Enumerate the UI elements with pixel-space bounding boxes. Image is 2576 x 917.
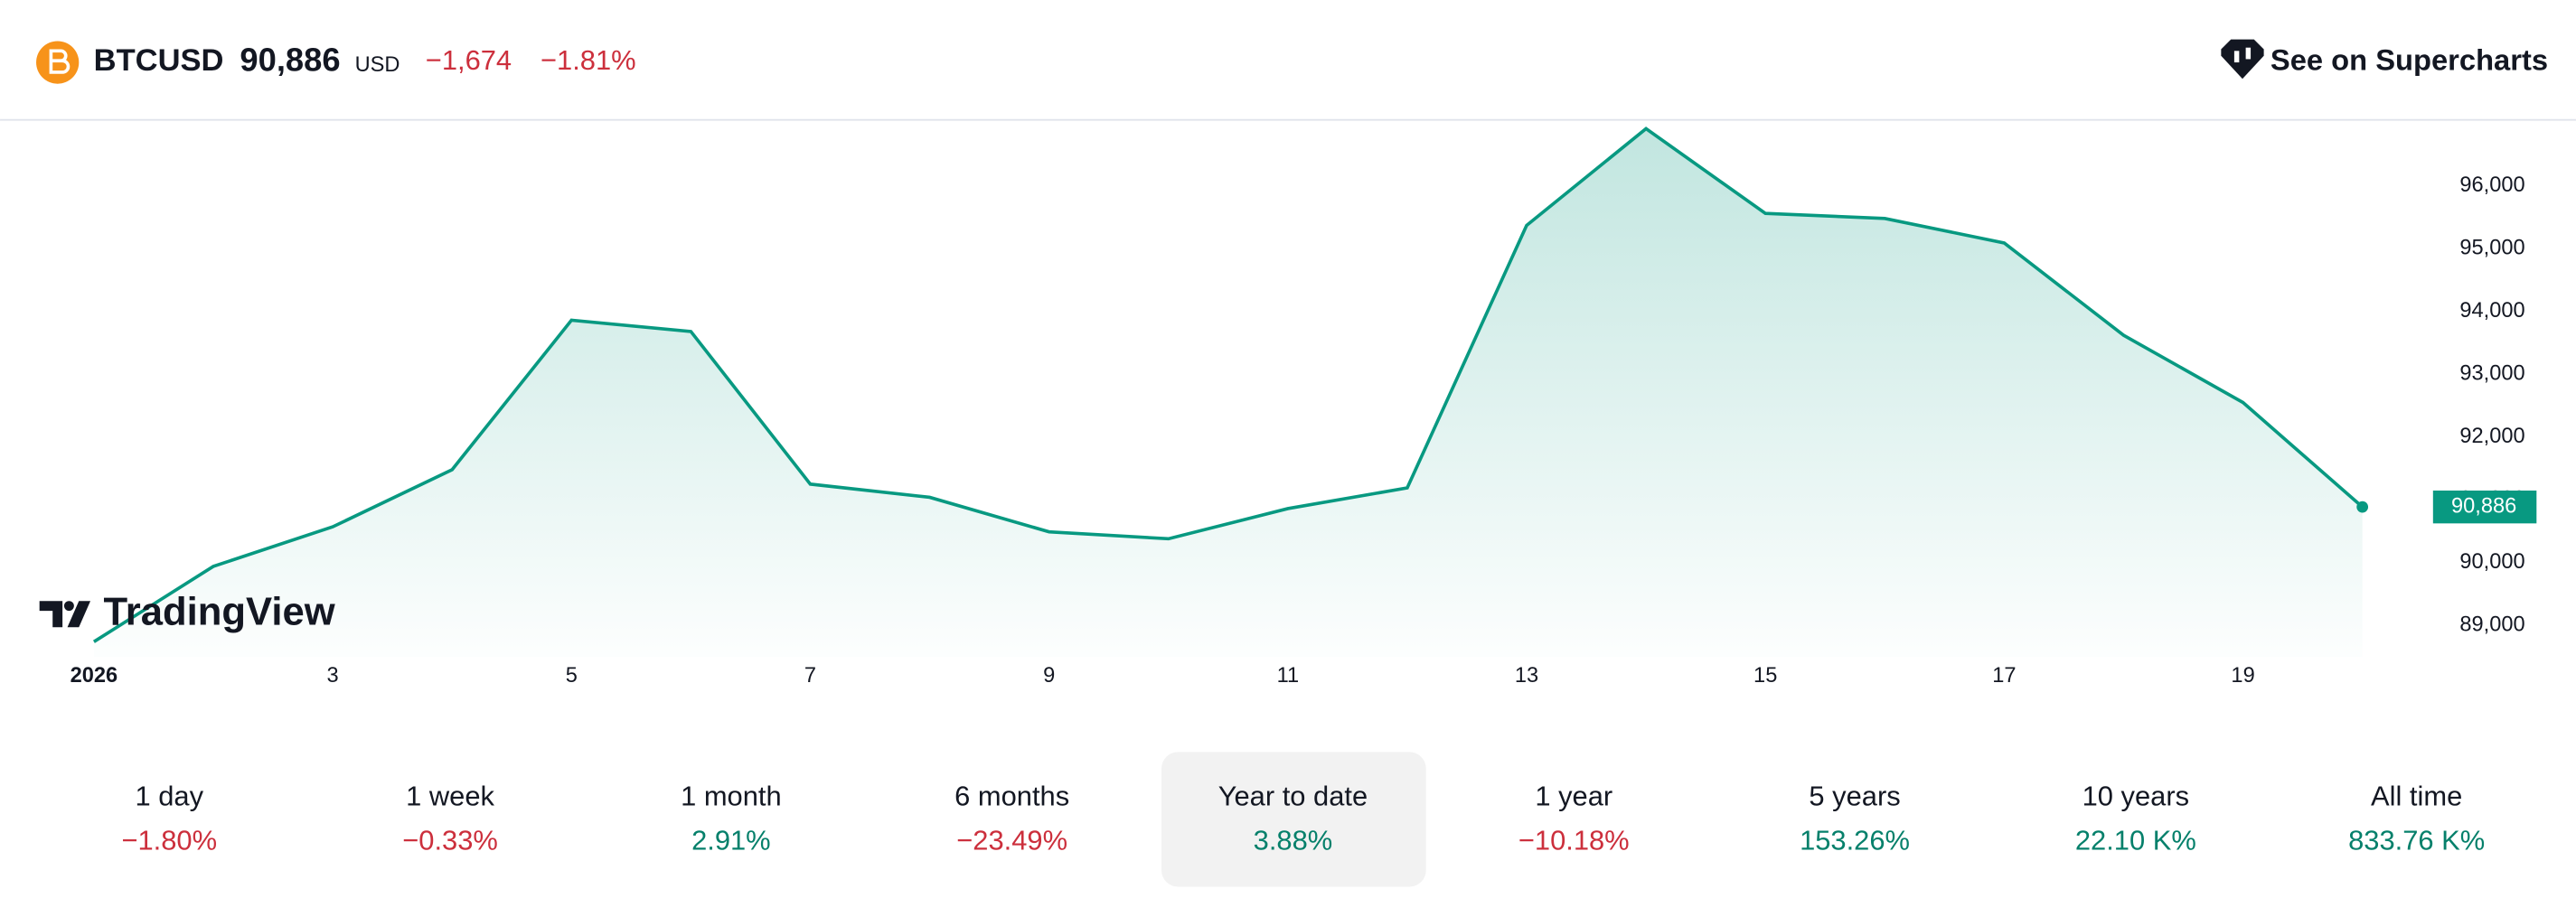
last-price-box <box>2432 490 2537 524</box>
x-tick-label: 13 <box>1515 664 1538 688</box>
x-tick-label: 9 <box>1043 664 1055 688</box>
watermark-text: TradingView <box>104 590 335 633</box>
x-tick-label: 17 <box>1992 664 2016 688</box>
period-label[interactable]: 1 year <box>1535 780 1612 811</box>
period-value[interactable]: 3.88% <box>1254 825 1333 856</box>
x-tick-label: 5 <box>566 664 578 688</box>
change: −1,674 <box>426 44 512 76</box>
period-value[interactable]: −10.18% <box>1518 825 1630 856</box>
icon-candle <box>2245 47 2252 60</box>
coin-glyph <box>49 49 71 74</box>
x-tick-label: 7 <box>804 664 816 688</box>
supercharts-icon[interactable] <box>2221 39 2264 80</box>
price: 90,886 <box>240 42 340 79</box>
y-tick-label: 92,000 <box>2459 425 2524 448</box>
y-tick-label: 93,000 <box>2459 361 2524 385</box>
price-line <box>92 126 2364 643</box>
period-label[interactable]: Year to date <box>1218 780 1368 811</box>
period-label[interactable]: 1 month <box>681 780 782 811</box>
period-highlight <box>1161 752 1426 887</box>
period-label[interactable]: 1 day <box>135 780 203 811</box>
y-tick-label: 90,000 <box>2459 550 2524 574</box>
y-tick-label: 96,000 <box>2459 173 2524 197</box>
period-value[interactable]: −23.49% <box>956 825 1067 856</box>
x-tick-label: 2026 <box>71 664 118 688</box>
watermark: TradingView <box>39 590 335 633</box>
supercharts-link[interactable]: See on Supercharts <box>2270 43 2548 77</box>
period-value[interactable]: −1.80% <box>121 825 217 856</box>
area-fill <box>93 128 2363 658</box>
period-value[interactable]: 2.91% <box>691 825 771 856</box>
period-label[interactable]: 10 years <box>2082 780 2189 811</box>
icon-candle <box>2233 51 2240 63</box>
period-label[interactable]: 5 years <box>1809 780 1900 811</box>
currency: USD <box>355 53 400 77</box>
x-tick-label: 11 <box>1277 664 1300 688</box>
y-tick-label: 89,000 <box>2459 613 2524 636</box>
symbol[interactable]: BTCUSD <box>94 43 224 78</box>
period-value[interactable]: −0.33% <box>402 825 498 856</box>
watermark-logo <box>63 601 74 612</box>
x-tick-label: 19 <box>2231 664 2254 688</box>
period-value[interactable]: 833.76 K% <box>2348 825 2485 856</box>
period-label[interactable]: All time <box>2371 780 2462 811</box>
change-percent: −1.81% <box>541 44 636 76</box>
plot: 89,00090,00091,00092,00093,00094,00095,0… <box>71 126 2537 688</box>
period-label[interactable]: 6 months <box>954 780 1069 811</box>
y-tick-label: 94,000 <box>2459 299 2524 323</box>
period-value[interactable]: 22.10 K% <box>2075 825 2196 856</box>
period-value[interactable]: 153.26% <box>1800 825 1910 856</box>
x-tick-label: 15 <box>1753 664 1777 688</box>
watermark-logo <box>39 601 91 628</box>
periods: 1 day −1.80% 1 week −0.33% 1 month 2.91% 6 mon… <box>121 752 2485 887</box>
header: BTCUSD 90,886 USD −1,674 −1.81% See on S… <box>0 39 2576 121</box>
last-point <box>2356 501 2369 513</box>
x-tick-label: 3 <box>327 664 339 688</box>
last-price-label: 90,886 <box>2451 494 2516 518</box>
period-label[interactable]: 1 week <box>406 780 494 811</box>
y-tick-label: 95,000 <box>2459 236 2524 259</box>
